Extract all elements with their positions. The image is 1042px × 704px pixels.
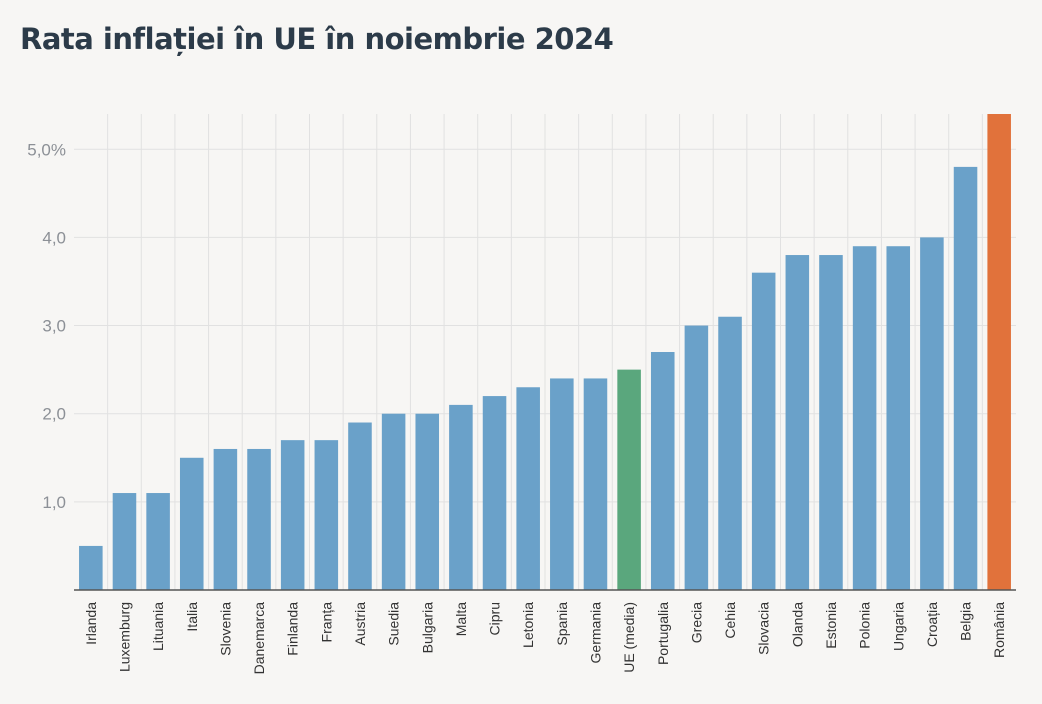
chart-title: Rata inflației în UE în noiembrie 2024: [20, 22, 614, 56]
x-tick-label: România: [991, 602, 1007, 658]
bar-polonia: [852, 246, 877, 590]
x-tick-label: Polonia: [857, 602, 873, 649]
x-tick-label: Italia: [184, 602, 200, 632]
x-tick-label: UE (media): [621, 602, 637, 673]
y-tick-label: 2,0: [42, 405, 66, 424]
x-tick-label: Ungaria: [890, 602, 906, 651]
bar-irlanda: [79, 545, 103, 590]
bar-estonia: [819, 255, 843, 590]
bar-olanda: [785, 255, 810, 590]
bar-portugalia: [650, 352, 675, 590]
bar-malta: [449, 404, 473, 590]
bar-suedia: [381, 413, 406, 590]
x-axis-ticks: Irlanda Luxemburg Lituania Italia Slovenia Da…: [83, 602, 1007, 675]
bar-belgia: [953, 166, 978, 590]
x-tick-label: Finlanda: [285, 602, 301, 656]
bar-ue-media: [617, 369, 641, 590]
x-tick-label: Estonia: [823, 602, 839, 649]
x-tick-label: Germania: [587, 602, 603, 664]
bar-luxemburg: [112, 493, 137, 590]
bar-germania: [583, 378, 608, 590]
x-tick-label: Cehia: [722, 602, 738, 639]
x-tick-label: Olanda: [789, 602, 805, 647]
y-tick-label: 3,0: [42, 317, 66, 336]
bar-bulgaria: [415, 413, 440, 590]
bar-romania: [987, 114, 1011, 590]
bar-franta: [314, 440, 339, 590]
x-tick-label: Portugalia: [655, 602, 671, 665]
y-tick-label: 4,0: [42, 228, 66, 247]
bar-danemarca: [247, 448, 271, 590]
bar-italia: [179, 457, 204, 590]
bar-cipru: [482, 396, 507, 590]
bar-croatia: [920, 237, 944, 590]
bar-letonia: [516, 387, 540, 590]
y-axis-ticks: 1,0 2,0 3,0 4,0 5,0%: [27, 140, 66, 512]
bar-slovenia: [213, 448, 238, 590]
bar-cehia: [718, 316, 742, 590]
x-tick-label: Letonia: [520, 602, 536, 648]
y-tick-label: 1,0: [42, 493, 66, 512]
x-tick-label: Slovacia: [756, 602, 772, 655]
x-tick-label: Luxemburg: [116, 602, 132, 672]
x-tick-label: Franța: [318, 602, 334, 643]
x-tick-label: Cipru: [487, 602, 503, 635]
x-tick-label: Grecia: [688, 602, 704, 643]
bar-spania: [550, 378, 574, 590]
bar-lituania: [146, 493, 170, 590]
bar-ungaria: [886, 246, 911, 590]
y-tick-label: 5,0%: [27, 140, 66, 159]
x-tick-label: Suedia: [386, 602, 402, 646]
x-tick-label: Slovenia: [217, 602, 233, 656]
x-tick-label: Malta: [453, 602, 469, 636]
bar-austria: [348, 422, 372, 590]
x-tick-label: Austria: [352, 602, 368, 646]
x-tick-label: Irlanda: [83, 602, 99, 645]
bars: [79, 114, 1011, 590]
bar-finlanda: [280, 440, 305, 590]
x-tick-label: Bulgaria: [419, 602, 435, 654]
bar-grecia: [684, 325, 709, 590]
x-tick-label: Croația: [924, 602, 940, 647]
x-tick-label: Spania: [554, 602, 570, 646]
bar-slovacia: [751, 272, 776, 590]
x-tick-label: Lituania: [150, 602, 166, 651]
x-tick-label: Danemarca: [251, 602, 267, 675]
x-tick-label: Belgia: [958, 602, 974, 641]
